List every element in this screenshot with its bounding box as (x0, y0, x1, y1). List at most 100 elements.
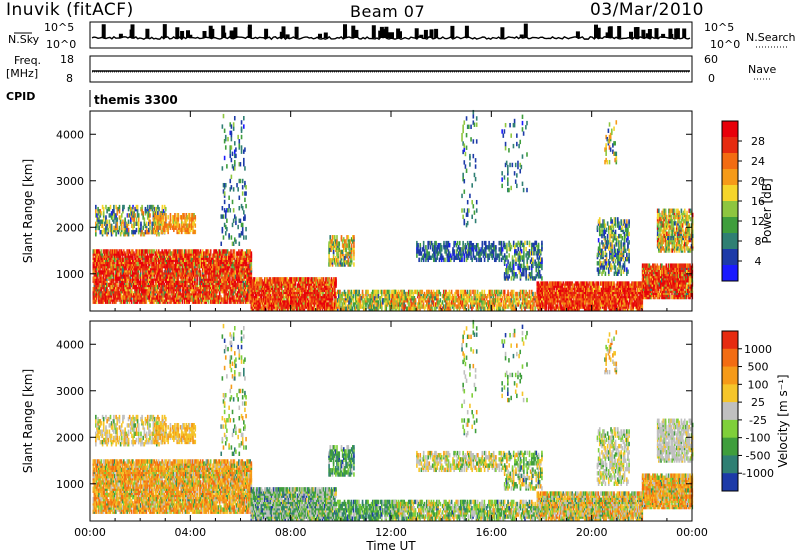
echo-cell (115, 270, 117, 275)
echo-cell (203, 291, 205, 296)
echo-cell (179, 274, 182, 279)
echo-cell (115, 249, 117, 254)
echo-cell (249, 268, 252, 273)
echo-cell (112, 255, 115, 260)
echo-cell (194, 289, 196, 294)
echo-cell (206, 268, 209, 273)
echo-cell (247, 293, 249, 298)
echo-cell (153, 284, 156, 290)
echo-cell (96, 213, 98, 218)
cpid-label: CPID (6, 90, 35, 103)
echo-cell (163, 227, 166, 233)
echo-cell (224, 284, 227, 290)
echo-cell (101, 263, 104, 269)
echo-cell (230, 297, 232, 302)
echo-cell (195, 291, 197, 296)
echo-cell (169, 217, 172, 222)
echo-cell (249, 249, 252, 254)
echo-cell (201, 249, 204, 254)
echo-cell (135, 286, 138, 292)
echo-cell (165, 284, 168, 290)
echo-cell (221, 272, 223, 277)
echo-cell (173, 274, 176, 279)
echo-cell (93, 249, 96, 254)
echo-cell (181, 282, 184, 288)
echo-cell (154, 278, 157, 283)
echo-cell (163, 255, 166, 260)
echo-cell (143, 297, 145, 302)
echo-cell (172, 253, 175, 258)
echo-cell (145, 299, 148, 304)
echo-cell (100, 219, 103, 224)
echo-cell (189, 293, 192, 298)
echo-cell (234, 259, 237, 265)
echo-cell (136, 209, 139, 214)
echo-cell (138, 299, 141, 304)
echo-cell (218, 249, 221, 254)
echo-cell (101, 204, 104, 210)
echo-cell (112, 266, 115, 271)
echo-cell (146, 253, 149, 258)
echo-cell (200, 251, 203, 256)
echo-cell (116, 217, 119, 222)
date-title: 03/Mar/2010 (590, 0, 704, 20)
echo-cell (105, 204, 107, 210)
echo-cell (132, 249, 134, 254)
echo-cell (111, 209, 114, 214)
echo-cell (242, 299, 245, 304)
echo-cell (239, 297, 241, 302)
echo-cell (147, 249, 150, 254)
echo-cell (353, 243, 355, 248)
echo-cell (206, 278, 209, 283)
echo-cell (353, 262, 355, 267)
echo-cell (135, 249, 138, 254)
echo-cell (168, 286, 170, 292)
echo-cell (220, 295, 222, 300)
echo-cell (136, 249, 139, 254)
echo-cell (126, 249, 128, 254)
echo-cell (126, 261, 128, 267)
echo-cell (248, 249, 250, 254)
echo-cell (194, 261, 196, 267)
echo-cell (127, 249, 130, 254)
echo-cell (111, 270, 114, 275)
echo-cell (222, 276, 224, 281)
echo-cell (99, 299, 101, 304)
echo-cell (224, 249, 227, 254)
echo-cell (107, 282, 109, 288)
echo-cell (98, 249, 100, 254)
echo-cell (174, 212, 176, 218)
echo-cell (242, 274, 245, 279)
echo-cell (95, 280, 98, 286)
echo-cell (192, 297, 195, 302)
echo-cell (200, 263, 203, 269)
echo-cell (102, 259, 105, 265)
echo-cell (159, 274, 161, 279)
echo-cell (126, 213, 129, 218)
echo-cell (225, 276, 228, 281)
echo-cell (203, 299, 205, 304)
echo-cell (132, 270, 134, 275)
echo-cell (161, 249, 163, 254)
echo-cell (234, 270, 237, 275)
echo-cell (112, 293, 115, 298)
echo-cell (186, 286, 188, 292)
echo-cell (138, 249, 141, 254)
echo-cell (217, 266, 220, 271)
echo-cell (223, 268, 226, 273)
echo-cell (125, 221, 128, 226)
echo-cell (414, 298, 417, 303)
echo-cell (113, 219, 115, 224)
echo-cell (136, 266, 139, 271)
echo-cell (97, 223, 99, 229)
echo-cell (206, 263, 209, 269)
echo-cell (233, 295, 236, 300)
echo-cell (154, 251, 157, 256)
echo-cell (162, 212, 165, 218)
echo-cell (176, 280, 178, 286)
echo-cell (191, 291, 194, 296)
echo-cell (179, 268, 182, 273)
echo-cell (146, 289, 149, 294)
echo-cell (106, 209, 108, 214)
echo-cell (95, 270, 98, 275)
